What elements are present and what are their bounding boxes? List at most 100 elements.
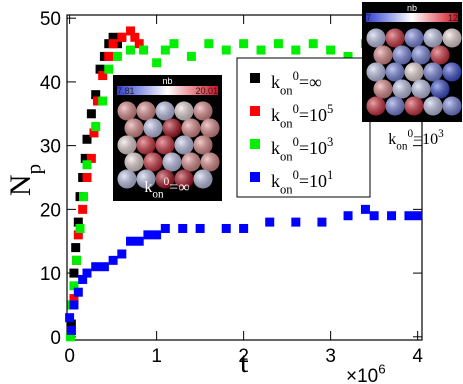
- plot-frame: [66, 14, 423, 341]
- sphere-shade: [200, 152, 220, 172]
- data-point: [79, 192, 89, 202]
- data-point: [273, 39, 283, 49]
- data-point: [82, 134, 92, 144]
- data-point: [89, 128, 99, 138]
- data-point: [126, 236, 136, 246]
- sphere-shade: [430, 45, 450, 65]
- data-point: [404, 211, 414, 221]
- sphere-shade: [442, 62, 462, 82]
- sphere-shade: [385, 62, 405, 82]
- inset-label: kon0=103: [388, 128, 444, 153]
- label-part: =∞: [169, 179, 189, 196]
- sphere-shade: [411, 45, 431, 65]
- data-point: [108, 32, 118, 42]
- data-point: [108, 255, 118, 265]
- sphere-shade: [392, 45, 412, 65]
- data-point: [291, 217, 301, 227]
- colorbar-title: nb: [407, 3, 417, 13]
- data-point: [108, 39, 118, 49]
- colorbar-min: 7: [366, 13, 371, 23]
- legend-marker: [250, 106, 260, 116]
- x-axis-label: t: [240, 346, 249, 379]
- data-point: [112, 51, 122, 61]
- colorbar-min: 7.81: [117, 86, 135, 96]
- data-point: [98, 96, 108, 106]
- sphere-shade: [143, 118, 163, 138]
- sphere-shade: [404, 28, 424, 48]
- label-part: 1: [327, 168, 333, 182]
- y-tick-label: 20: [40, 200, 61, 221]
- sphere-shade: [366, 96, 386, 116]
- data-point: [117, 32, 127, 42]
- data-point: [73, 217, 83, 227]
- data-point: [256, 45, 266, 55]
- data-point: [134, 236, 144, 246]
- sphere-shade: [162, 152, 182, 172]
- colorbar-title: nb: [162, 76, 172, 86]
- sphere-shade: [193, 101, 213, 121]
- label-part: on: [280, 116, 293, 130]
- sphere-shade: [385, 96, 405, 116]
- label-part: k: [271, 171, 280, 191]
- data-point: [387, 211, 397, 221]
- y-axis-label: Np: [4, 164, 46, 196]
- legend-entry: kon0=101: [271, 168, 333, 196]
- label-part: 0: [293, 69, 299, 83]
- data-point: [91, 122, 101, 132]
- data-point: [134, 39, 144, 49]
- data-point: [221, 223, 231, 233]
- data-point: [117, 249, 127, 259]
- data-point: [72, 255, 82, 265]
- sphere-shade: [181, 152, 201, 172]
- label-part: k: [388, 131, 396, 148]
- label-part: k: [271, 138, 280, 158]
- legend-entry: kon0=105: [271, 102, 333, 130]
- sphere-shade: [117, 101, 137, 121]
- data-point: [75, 223, 85, 233]
- label-part: 6: [378, 361, 385, 376]
- y-tick-label: 10: [40, 264, 61, 285]
- label-part: =∞: [299, 72, 322, 92]
- label-part: on: [280, 149, 293, 163]
- data-point: [65, 332, 75, 342]
- data-point: [204, 39, 214, 49]
- sphere-shade: [117, 135, 137, 155]
- sphere-shade: [174, 169, 194, 189]
- sphere-shade: [181, 118, 201, 138]
- data-point: [69, 281, 79, 291]
- data-point: [82, 160, 92, 170]
- legend-marker: [250, 139, 260, 149]
- data-point: [152, 58, 162, 68]
- data-point: [69, 300, 79, 310]
- sphere-shade: [193, 169, 213, 189]
- data-point: [160, 45, 170, 55]
- data-point: [126, 26, 136, 36]
- data-point: [73, 230, 83, 240]
- sphere-shade: [155, 169, 175, 189]
- label-part: 0: [164, 176, 170, 188]
- y-tick-label: 50: [40, 9, 61, 30]
- x-tick-label: 4: [412, 346, 423, 367]
- colorbar-max: 20.01: [195, 86, 218, 96]
- sphere-shade: [366, 62, 386, 82]
- data-point: [239, 223, 249, 233]
- data-point: [143, 230, 153, 240]
- data-point: [78, 274, 88, 284]
- label-part: k: [271, 105, 280, 125]
- data-point: [65, 313, 75, 323]
- data-point: [308, 39, 318, 49]
- data-point: [66, 319, 76, 329]
- x-tick-label: 0: [64, 346, 75, 367]
- data-point: [369, 211, 379, 221]
- sphere-shade: [404, 62, 424, 82]
- data-point: [152, 230, 162, 240]
- sphere-shade: [136, 101, 156, 121]
- sphere-shade: [143, 152, 163, 172]
- sphere-shade: [442, 96, 462, 116]
- data-point: [80, 153, 90, 163]
- legend-marker: [250, 172, 260, 182]
- data-point: [169, 39, 179, 49]
- data-point: [71, 243, 81, 253]
- label-part: 0: [293, 135, 299, 149]
- data-point: [239, 39, 249, 49]
